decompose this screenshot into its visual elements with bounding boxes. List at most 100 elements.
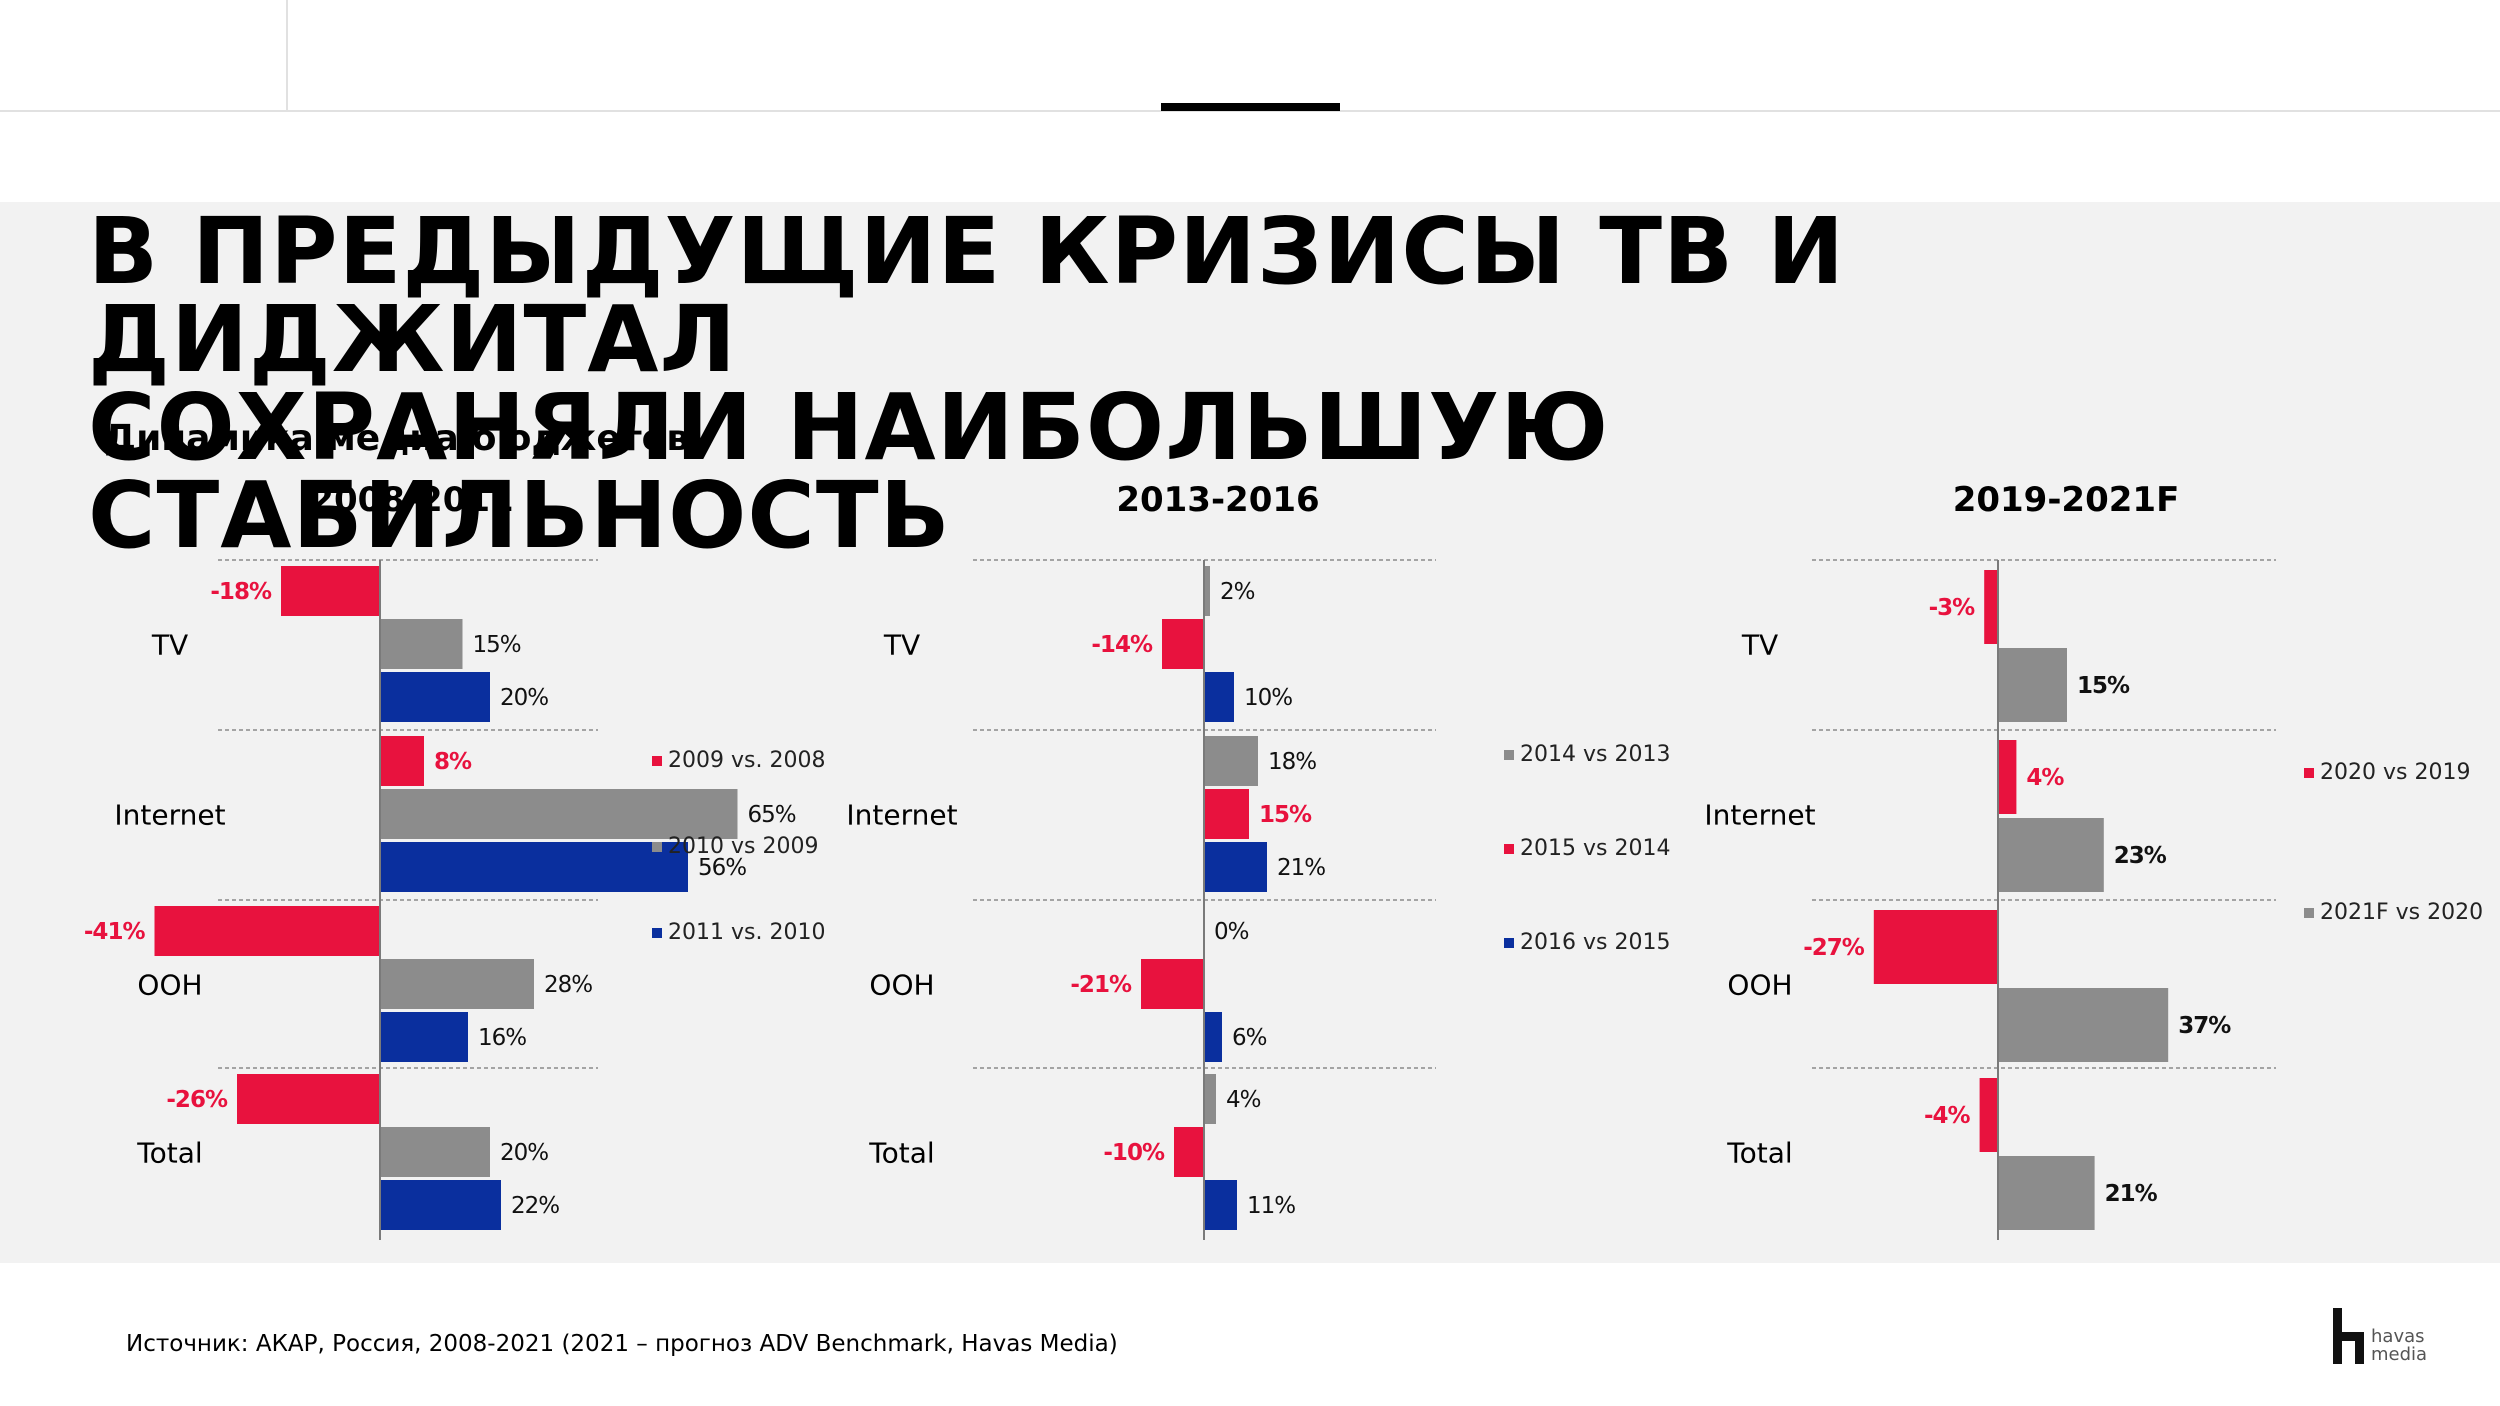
bar-total-2015-vs-2014 bbox=[1174, 1127, 1204, 1177]
bar-tv-2014-vs-2013 bbox=[1204, 566, 1210, 616]
bar-ooh-2016-vs-2015 bbox=[1204, 1012, 1222, 1062]
category-label-tv: TV bbox=[1741, 628, 1779, 662]
bar-total-2021f-vs-2020 bbox=[1998, 1156, 2095, 1230]
chart-panel-2013-2016: 2% -14% 10% 18% 15% 21% 0% -21% 6% 4% -10% 11% 2013… bbox=[840, 480, 1680, 1260]
legend-item-2014-vs-2013: 2014 vs 2013 bbox=[1504, 742, 1670, 767]
value-label-ooh-2016-vs-2015: 6% bbox=[1232, 1025, 1267, 1051]
legend-item-2016-vs-2015: 2016 vs 2015 bbox=[1504, 930, 1670, 955]
bar-internet-2011-vs-2010 bbox=[380, 842, 688, 892]
bar-tv-2016-vs-2015 bbox=[1204, 672, 1234, 722]
bar-total-2009-vs-2008 bbox=[237, 1074, 380, 1124]
bar-ooh-2010-vs-2009 bbox=[380, 959, 534, 1009]
legend-swatch bbox=[1504, 937, 1514, 948]
value-label-ooh-2014-vs-2013: 0% bbox=[1214, 919, 1249, 945]
category-label-total: Total bbox=[869, 1136, 935, 1170]
value-label-total-2015-vs-2014: -10% bbox=[1103, 1140, 1165, 1166]
legend-item-2010-vs-2009: 2010 vs 2009 bbox=[652, 834, 818, 859]
top-bar-divider bbox=[286, 0, 288, 111]
chart-title-2008-2011: 2008-2011 bbox=[310, 480, 514, 520]
value-label-internet-2020-vs-2019: 4% bbox=[2026, 765, 2064, 791]
active-slide-indicator bbox=[1161, 103, 1340, 111]
value-label-tv-2009-vs-2008: -18% bbox=[210, 579, 272, 605]
bar-internet-2015-vs-2014 bbox=[1204, 789, 1249, 839]
bar-internet-2016-vs-2015 bbox=[1204, 842, 1267, 892]
value-label-tv-2016-vs-2015: 10% bbox=[1244, 685, 1292, 711]
legend-swatch bbox=[652, 927, 662, 938]
legend-item-2009-vs-2008: 2009 vs. 2008 bbox=[652, 748, 825, 773]
chart-svg-2013-2016: 2% -14% 10% 18% 15% 21% 0% -21% 6% 4% -10% 11% bbox=[973, 559, 1436, 1240]
slide-subtitle: Динамика медиа бюджетов bbox=[104, 418, 690, 459]
bar-total-2014-vs-2013 bbox=[1204, 1074, 1216, 1124]
value-label-tv-2021f-vs-2020: 15% bbox=[2077, 673, 2130, 699]
bar-ooh-2021f-vs-2020 bbox=[1998, 988, 2169, 1062]
category-label-tv: TV bbox=[151, 628, 189, 662]
value-label-tv-2011-vs-2010: 20% bbox=[500, 685, 548, 711]
value-label-internet-2010-vs-2009: 65% bbox=[748, 802, 796, 828]
bar-total-2016-vs-2015 bbox=[1204, 1180, 1237, 1230]
chart-title-2019-2021F: 2019-2021F bbox=[1952, 480, 2180, 520]
bar-total-2020-vs-2019 bbox=[1979, 1078, 1998, 1152]
legend-swatch bbox=[652, 755, 662, 766]
chart-svg-2019-2021F: -3% 15% 4% 23% -27% 37% -4% 21% bbox=[1803, 559, 2276, 1240]
legend-label: 2016 vs 2015 bbox=[1520, 930, 1671, 955]
slide-title: В ПРЕДЫДУЩИЕ КРИЗИСЫ ТВ И ДИДЖИТАЛ СОХРА… bbox=[88, 206, 2388, 562]
top-bar-bottom-border bbox=[0, 110, 2500, 112]
bar-tv-2011-vs-2010 bbox=[380, 672, 490, 722]
value-label-ooh-2021f-vs-2020: 37% bbox=[2178, 1013, 2231, 1039]
bar-total-2011-vs-2010 bbox=[380, 1180, 501, 1230]
value-label-total-2011-vs-2010: 22% bbox=[511, 1193, 559, 1219]
value-label-tv-2020-vs-2019: -3% bbox=[1929, 595, 1976, 621]
bar-tv-2009-vs-2008 bbox=[281, 566, 380, 616]
bar-ooh-2020-vs-2019 bbox=[1873, 910, 1998, 984]
value-label-ooh-2015-vs-2014: -21% bbox=[1070, 972, 1132, 998]
bar-tv-2020-vs-2019 bbox=[1984, 570, 1998, 644]
category-label-ooh: OOH bbox=[137, 968, 203, 1002]
slide-title-line-1: В ПРЕДЫДУЩИЕ КРИЗИСЫ ТВ И ДИДЖИТАЛ bbox=[88, 198, 1846, 393]
logo-text-media: media bbox=[2371, 1344, 2428, 1365]
legend-swatch bbox=[1504, 843, 1514, 854]
bar-tv-2010-vs-2009 bbox=[380, 619, 463, 669]
value-label-tv-2014-vs-2013: 2% bbox=[1220, 579, 1255, 605]
slide-content-background bbox=[0, 202, 2500, 1263]
legend-swatch bbox=[2304, 767, 2314, 778]
value-label-ooh-2010-vs-2009: 28% bbox=[544, 972, 592, 998]
value-label-internet-2011-vs-2010: 56% bbox=[698, 855, 746, 881]
havas-media-logo-icon bbox=[2333, 1308, 2364, 1364]
legend-swatch bbox=[652, 841, 662, 852]
legend-label: 2009 vs. 2008 bbox=[668, 748, 826, 773]
bar-ooh-2009-vs-2008 bbox=[154, 906, 380, 956]
bar-tv-2021f-vs-2020 bbox=[1998, 648, 2067, 722]
bar-internet-2014-vs-2013 bbox=[1204, 736, 1258, 786]
bar-internet-2010-vs-2009 bbox=[380, 789, 738, 839]
value-label-total-2020-vs-2019: -4% bbox=[1924, 1103, 1971, 1129]
slide-title-line-2: СОХРАНЯЛИ НАИБОЛЬШУЮ СТАБИЛЬНОСТЬ bbox=[88, 374, 1610, 569]
source-note: Источник: АКАР, Россия, 2008-2021 (2021 … bbox=[126, 1331, 1118, 1357]
category-label-total: Total bbox=[137, 1136, 203, 1170]
value-label-ooh-2011-vs-2010: 16% bbox=[478, 1025, 526, 1051]
category-label-ooh: OOH bbox=[1727, 968, 1793, 1002]
value-label-total-2016-vs-2015: 11% bbox=[1247, 1193, 1295, 1219]
value-label-ooh-2020-vs-2019: -27% bbox=[1803, 935, 1865, 961]
legend-item-2015-vs-2014: 2015 vs 2014 bbox=[1504, 836, 1670, 861]
legend-swatch bbox=[1504, 749, 1514, 760]
value-label-internet-2014-vs-2013: 18% bbox=[1268, 749, 1316, 775]
legend-item-2021f-vs-2020: 2021F vs 2020 bbox=[2304, 900, 2483, 925]
bar-tv-2015-vs-2014 bbox=[1162, 619, 1204, 669]
value-label-internet-2016-vs-2015: 21% bbox=[1277, 855, 1325, 881]
bar-internet-2021f-vs-2020 bbox=[1998, 818, 2104, 892]
category-label-ooh: OOH bbox=[869, 968, 935, 1002]
legend-label: 2020 vs 2019 bbox=[2320, 760, 2471, 785]
value-label-total-2021f-vs-2020: 21% bbox=[2105, 1181, 2158, 1207]
value-label-total-2010-vs-2009: 20% bbox=[500, 1140, 548, 1166]
havas-media-logo: havas media bbox=[2333, 1308, 2453, 1368]
value-label-internet-2009-vs-2008: 8% bbox=[434, 749, 472, 775]
legend-label: 2010 vs 2009 bbox=[668, 834, 819, 859]
top-navigation-bar bbox=[0, 0, 2500, 112]
chart-title-2013-2016: 2013-2016 bbox=[1116, 480, 1320, 520]
bar-ooh-2015-vs-2014 bbox=[1141, 959, 1204, 1009]
bar-internet-2009-vs-2008 bbox=[380, 736, 424, 786]
value-label-tv-2015-vs-2014: -14% bbox=[1091, 632, 1153, 658]
category-label-internet: Internet bbox=[1704, 798, 1816, 832]
value-label-internet-2015-vs-2014: 15% bbox=[1259, 802, 1312, 828]
category-label-internet: Internet bbox=[114, 798, 226, 832]
